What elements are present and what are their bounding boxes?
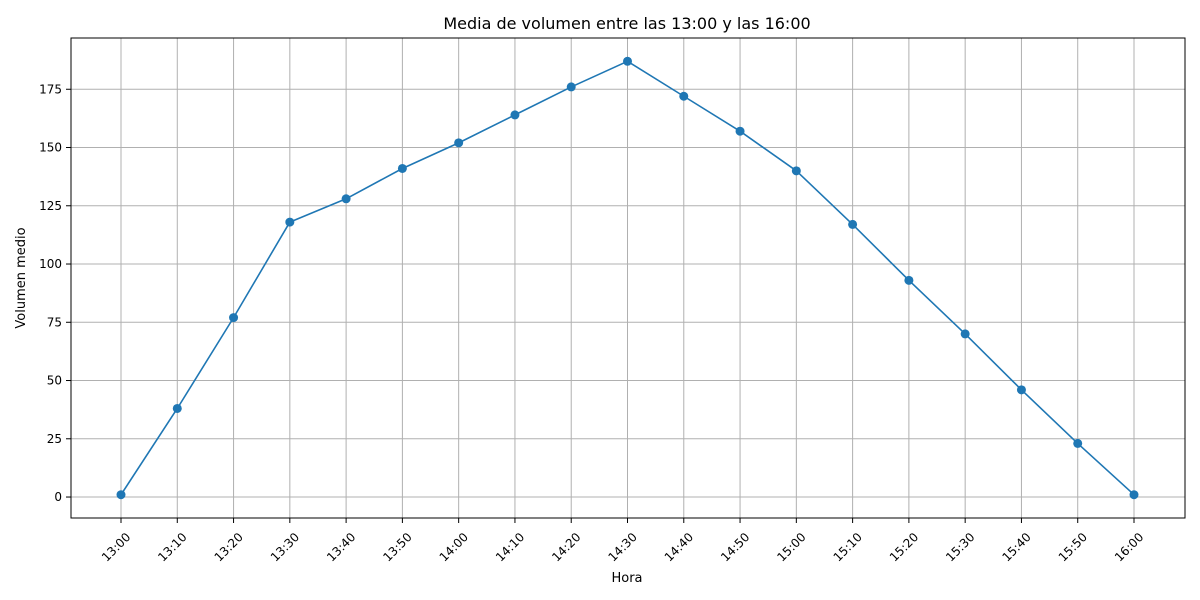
x-tick-label: 14:00 — [437, 530, 471, 564]
x-tick-label: 13:30 — [268, 530, 302, 564]
data-point — [172, 403, 182, 413]
x-tick-label: 14:30 — [605, 530, 639, 564]
y-tick-label: 150 — [39, 141, 62, 155]
data-point — [791, 166, 801, 176]
x-tick-label: 13:10 — [155, 530, 189, 564]
x-tick-label: 13:50 — [380, 530, 414, 564]
y-tick-label: 25 — [47, 432, 62, 446]
y-tick-label: 50 — [47, 374, 62, 388]
data-point — [1073, 438, 1083, 448]
x-tick-label: 15:30 — [943, 530, 977, 564]
y-tick-label: 75 — [47, 315, 62, 329]
x-tick-label: 15:50 — [1056, 530, 1090, 564]
x-tick-label: 16:00 — [1112, 530, 1146, 564]
data-point — [229, 313, 239, 323]
data-point — [285, 217, 295, 227]
data-point — [960, 329, 970, 339]
data-point — [510, 110, 520, 120]
data-point — [397, 163, 407, 173]
y-axis-label: Volumen medio — [14, 227, 29, 328]
data-point — [341, 194, 351, 204]
x-tick-label: 13:40 — [324, 530, 358, 564]
data-point — [116, 490, 126, 500]
x-tick-label: 14:50 — [718, 530, 752, 564]
data-point — [848, 219, 858, 229]
ticks-layer: 13:00 13:10 13:20 13:30 13:40 13:50 14:00 14:10… — [39, 82, 1146, 564]
x-tick-label: 14:40 — [662, 530, 696, 564]
data-point — [566, 82, 576, 92]
x-tick-label: 15:40 — [999, 530, 1033, 564]
x-tick-label: 13:00 — [99, 530, 133, 564]
data-point — [679, 91, 689, 101]
data-point — [1129, 490, 1139, 500]
data-point — [454, 138, 464, 148]
x-tick-label: 15:00 — [774, 530, 808, 564]
data-point — [623, 56, 632, 66]
x-tick-label: 14:20 — [549, 530, 583, 564]
data-point — [1016, 385, 1026, 395]
y-tick-label: 175 — [39, 82, 62, 96]
x-tick-label: 15:10 — [831, 530, 865, 564]
x-tick-label: 14:10 — [493, 530, 527, 564]
data-point — [735, 126, 745, 136]
x-tick-label: 15:20 — [887, 530, 921, 564]
y-tick-label: 125 — [39, 199, 62, 213]
y-tick-label: 100 — [39, 257, 62, 271]
y-tick-label: 0 — [54, 490, 62, 504]
x-tick-label: 13:20 — [212, 530, 246, 564]
grid-layer — [71, 38, 1185, 518]
chart-title: Media de volumen entre las 13:00 y las 1… — [443, 14, 810, 33]
series-layer — [116, 56, 1139, 500]
data-point — [904, 275, 914, 285]
x-axis-label: Hora — [611, 571, 642, 586]
